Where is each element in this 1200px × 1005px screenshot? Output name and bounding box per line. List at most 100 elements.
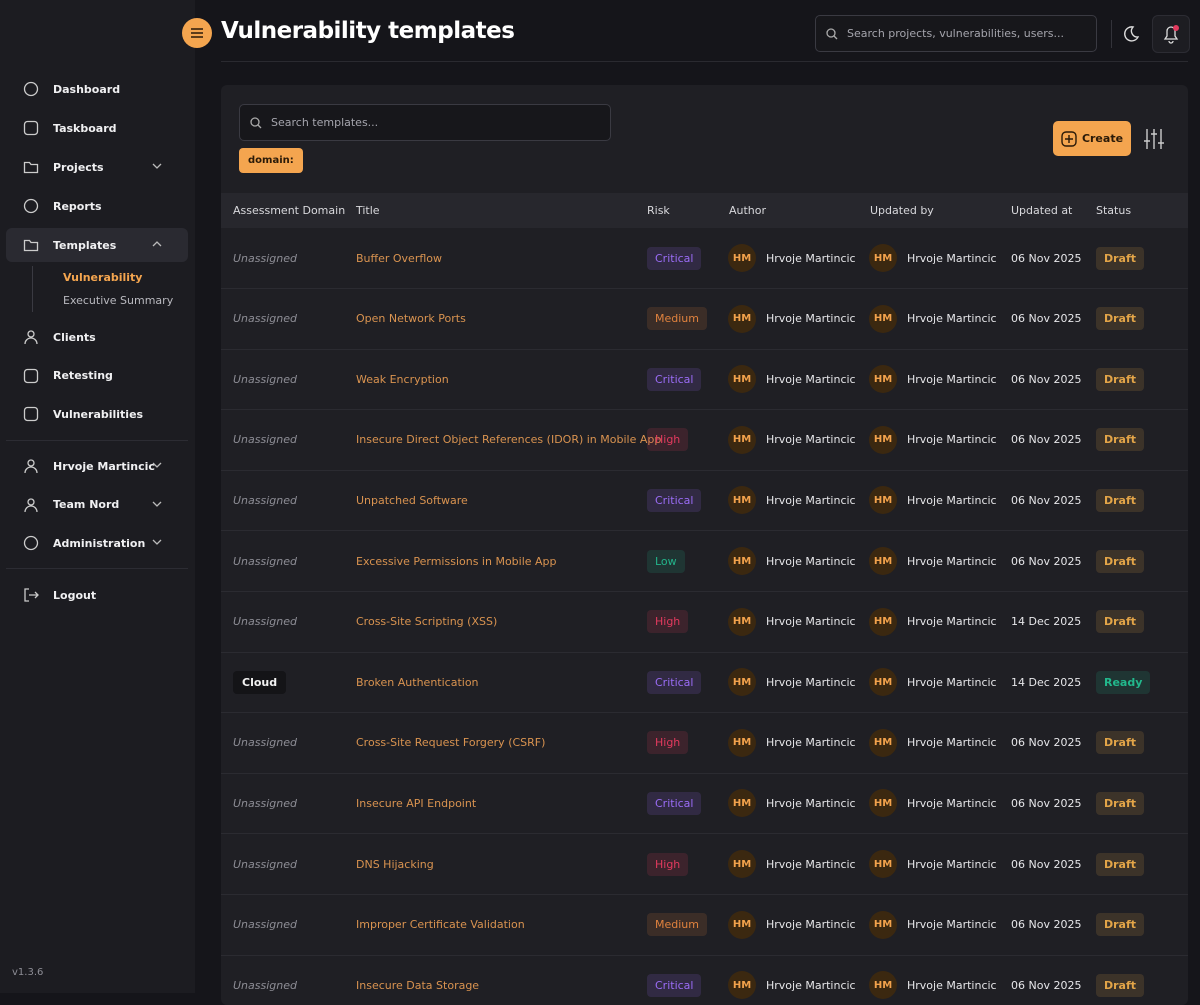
template-title[interactable]: Cross-Site Scripting (XSS)	[356, 615, 498, 629]
nav-item[interactable]: Dashboard	[6, 72, 188, 106]
author-cell: HM Hrvoje Martincic	[728, 349, 856, 409]
updated-by-name: Hrvoje Martincic	[907, 372, 997, 386]
updated-by-name: Hrvoje Martincic	[907, 675, 997, 689]
date-cell: 06 Nov 2025	[1011, 955, 1081, 1005]
nav-label: Retesting	[53, 369, 113, 382]
table-row[interactable]: Unassigned Insecure API Endpoint Critical H…	[221, 773, 1188, 835]
template-title[interactable]: Improper Certificate Validation	[356, 918, 525, 932]
risk-badge: Critical	[647, 670, 702, 694]
sub-nav-item[interactable]: Vulnerability	[63, 271, 143, 284]
divider	[6, 568, 188, 569]
global-search[interactable]: Search projects, vulnerabilities, users.…	[815, 15, 1097, 52]
template-title[interactable]: Excessive Permissions in Mobile App	[356, 554, 557, 568]
template-title[interactable]: Weak Encryption	[356, 372, 449, 386]
domain-cell: Cloud	[233, 652, 287, 712]
title-cell: Open Network Ports	[356, 289, 466, 349]
nav-item[interactable]: Hrvoje Martincic	[6, 449, 188, 483]
table-row[interactable]: Unassigned Buffer Overflow Critical HM Hrvoj…	[221, 228, 1188, 289]
risk-cell: High	[647, 713, 689, 773]
author-name: Hrvoje Martincic	[766, 675, 856, 689]
table-row[interactable]: Unassigned DNS Hijacking High HM Hrvoje Mart…	[221, 834, 1188, 895]
avatar: HM	[869, 304, 897, 333]
template-title[interactable]: Unpatched Software	[356, 493, 468, 507]
column-header: Status	[1096, 204, 1132, 217]
risk-badge: High	[647, 731, 689, 755]
author-name: Hrvoje Martincic	[766, 554, 856, 568]
nav-item[interactable]: Logout	[6, 578, 188, 612]
updated-by-name: Hrvoje Martincic	[907, 251, 997, 265]
table-row[interactable]: Unassigned Cross-Site Request Forgery (CS…	[221, 713, 1188, 774]
domain-cell: Unassigned	[233, 773, 297, 833]
risk-badge: Critical	[647, 973, 702, 997]
template-title[interactable]: Insecure Direct Object References (IDOR)…	[356, 433, 662, 447]
table-row[interactable]: Unassigned Open Network Ports Medium HM Hrvo…	[221, 289, 1188, 350]
template-title[interactable]: Insecure API Endpoint	[356, 796, 477, 810]
template-title[interactable]: DNS Hijacking	[356, 857, 434, 871]
table-row[interactable]: Unassigned Cross-Site Scripting (XSS) High…	[221, 592, 1188, 653]
updated-by-cell: HM Hrvoje Martincic	[869, 531, 997, 591]
nav-item[interactable]: Projects	[6, 150, 188, 184]
theme-toggle[interactable]	[1122, 25, 1140, 43]
nav-item[interactable]: Team Nord	[6, 488, 188, 522]
table-row[interactable]: Unassigned Weak Encryption Critical HM Hrvoj…	[221, 349, 1188, 411]
create-label: Create	[1081, 132, 1124, 145]
nav-label: Projects	[53, 160, 104, 174]
title-cell: Broken Authentication	[356, 652, 479, 712]
author-name: Hrvoje Martincic	[766, 796, 856, 810]
search-icon	[250, 116, 262, 128]
table-row[interactable]: Unassigned Insecure Data Storage Critical H…	[221, 955, 1188, 1005]
domain-cell: Unassigned	[233, 349, 297, 409]
nav-icon	[24, 588, 39, 602]
table-row[interactable]: Unassigned Unpatched Software Critical HM Hr…	[221, 470, 1188, 532]
domain-text: Unassigned	[233, 554, 297, 568]
column-header: Author	[729, 204, 767, 217]
create-button[interactable]: Create	[1053, 121, 1131, 156]
updated-at: 06 Nov 2025	[1011, 312, 1082, 326]
domain-text: Unassigned	[233, 372, 297, 386]
author-cell: HM Hrvoje Martincic	[728, 289, 856, 349]
updated-by-cell: HM Hrvoje Martincic	[869, 289, 997, 349]
nav-item[interactable]: Taskboard	[6, 111, 188, 145]
nav-item[interactable]: Templates	[6, 228, 188, 262]
status-cell: Draft	[1096, 713, 1145, 773]
avatar: HM	[869, 668, 897, 697]
table-row[interactable]: Cloud Broken Authentication Critical HM Hrvo…	[221, 652, 1188, 714]
column-header: Assessment Domain	[233, 204, 346, 217]
avatar: HM	[869, 910, 897, 939]
avatar: HM	[728, 850, 756, 878]
sub-nav-item[interactable]: Executive Summary	[63, 294, 174, 307]
nav-item[interactable]: Vulnerabilities	[6, 397, 188, 431]
template-title[interactable]: Buffer Overflow	[356, 251, 442, 265]
nav-icon	[23, 406, 39, 422]
domain-text: Unassigned	[233, 312, 297, 326]
status-cell: Ready	[1096, 652, 1151, 712]
risk-badge: High	[647, 610, 689, 634]
nav-label: Hrvoje Martincic	[53, 459, 155, 473]
nav-item[interactable]: Administration	[6, 526, 188, 560]
updated-at: 06 Nov 2025	[1011, 493, 1082, 507]
avatar: HM	[869, 789, 897, 818]
template-title[interactable]: Insecure Data Storage	[356, 978, 480, 992]
filter-chip[interactable]: domain:	[239, 148, 303, 173]
menu-toggle[interactable]	[182, 18, 212, 48]
table-row[interactable]: Unassigned Improper Certificate Validatio…	[221, 895, 1188, 956]
table-row[interactable]: Unassigned Excessive Permissions in Mobil…	[221, 531, 1188, 592]
nav-item[interactable]: Clients	[6, 320, 188, 354]
nav-item[interactable]: Retesting	[6, 359, 188, 393]
updated-by-cell: HM Hrvoje Martincic	[869, 834, 997, 894]
status-badge: Draft	[1096, 549, 1145, 573]
template-search[interactable]: Search templates...	[239, 104, 611, 141]
table-row[interactable]: Unassigned Insecure Direct Object Referen…	[221, 410, 1188, 471]
template-title[interactable]: Cross-Site Request Forgery (CSRF)	[356, 736, 546, 750]
notifications[interactable]	[1152, 15, 1190, 53]
template-title[interactable]: Broken Authentication	[356, 675, 479, 689]
title-cell: Excessive Permissions in Mobile App	[356, 531, 557, 591]
separator	[1111, 20, 1112, 48]
date-cell: 06 Nov 2025	[1011, 228, 1081, 288]
chevron	[152, 501, 162, 507]
updated-by-name: Hrvoje Martincic	[907, 312, 997, 326]
template-title[interactable]: Open Network Ports	[356, 312, 466, 326]
column-settings[interactable]	[1144, 128, 1164, 150]
nav-item[interactable]: Reports	[6, 189, 188, 223]
avatar: HM	[869, 607, 897, 636]
